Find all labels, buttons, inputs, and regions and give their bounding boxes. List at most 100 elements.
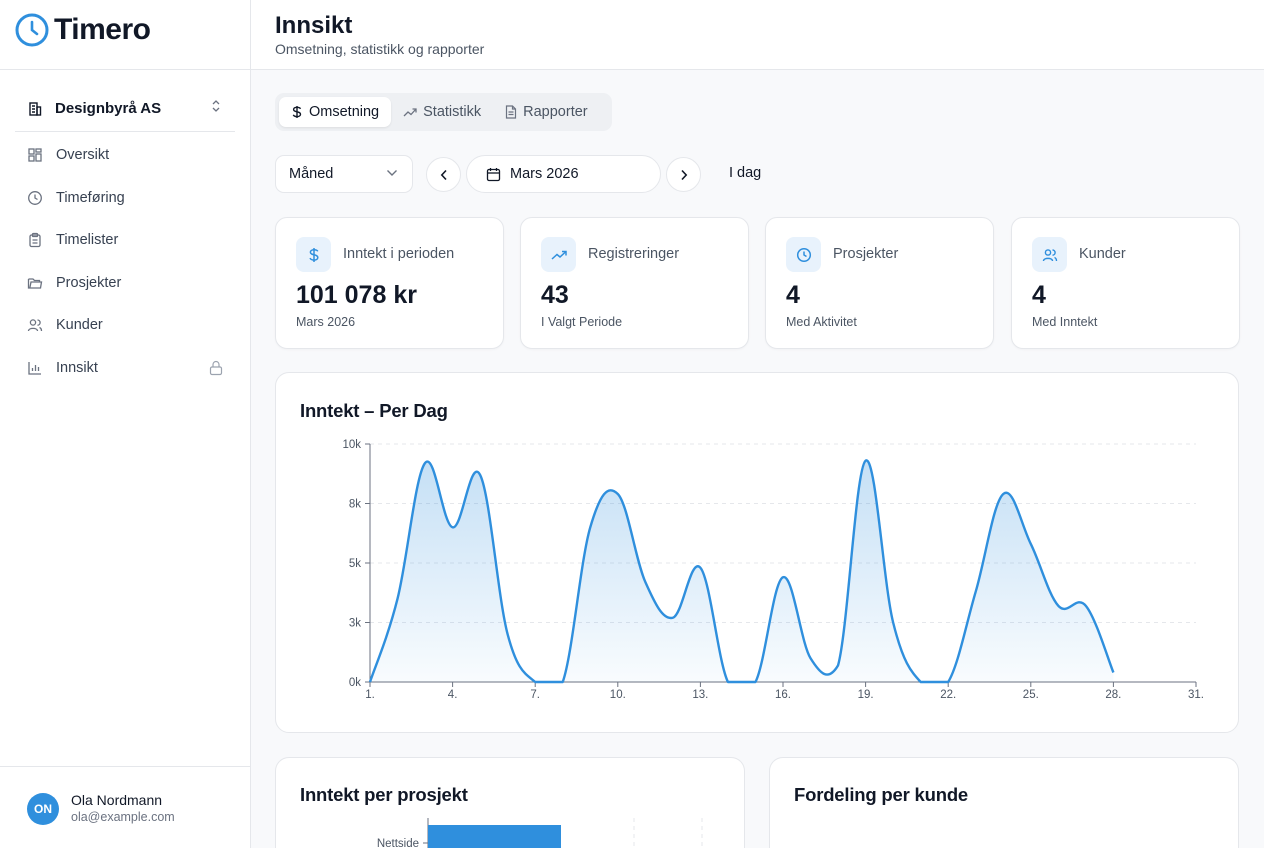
tab-rapporter[interactable]: Rapporter: [493, 97, 599, 127]
stat-label: Prosjekter: [833, 246, 899, 262]
y-tick-label: 3k: [349, 618, 361, 630]
x-tick-label: 1.: [365, 689, 375, 701]
x-tick-label: 31.: [1188, 689, 1204, 701]
series-line: [368, 459, 1115, 684]
y-tick-label: 10k: [342, 439, 361, 451]
tab-omsetning[interactable]: Omsetning: [279, 97, 392, 127]
stat-card-revenue: Inntekt i perioden 101 078 kr Mars 2026: [275, 217, 504, 349]
stat-card-registrations: Registreringer 43 I Valgt Periode: [520, 217, 749, 349]
sidebar-item-kunder[interactable]: Kunder: [15, 304, 235, 347]
x-tick-label: 7.: [530, 689, 540, 701]
app-logo[interactable]: Timero: [15, 12, 151, 48]
stat-sublabel: I Valgt Periode: [541, 315, 623, 329]
y-tick-label: 8k: [349, 499, 361, 511]
chart-title: Inntekt per prosjekt: [300, 784, 468, 805]
stat-sublabel: Med Inntekt: [1032, 315, 1098, 329]
y-tick-label: 5k: [349, 558, 361, 570]
bar: [428, 825, 561, 848]
x-tick-label: 13.: [692, 689, 708, 701]
stat-sublabel: Mars 2026: [296, 315, 356, 329]
file-text-icon: [506, 105, 517, 119]
lock-icon: [209, 360, 223, 375]
trending-up-icon: [541, 237, 576, 272]
user-profile[interactable]: ON Ola Nordmann ola@example.com: [27, 792, 175, 825]
chevrons-up-down-icon: [212, 100, 220, 112]
sidebar-item-innsikt[interactable]: Innsikt: [15, 347, 235, 390]
sidebar-item-timeforing[interactable]: Timeføring: [15, 177, 235, 220]
chevron-right-icon: [680, 169, 687, 180]
divider: [0, 766, 251, 767]
sidebar-item-prosjekter[interactable]: Prosjekter: [15, 262, 235, 305]
stat-sublabel: Med Aktivitet: [786, 315, 857, 329]
tab-label: Statistikk: [423, 104, 482, 120]
stat-label: Registreringer: [588, 246, 680, 262]
user-name: Ola Nordmann: [71, 792, 163, 808]
clipboard-icon: [29, 233, 41, 248]
tab-label: Rapporter: [523, 104, 588, 120]
stat-label: Kunder: [1079, 246, 1126, 262]
sidebar-item-label: Oversikt: [56, 147, 110, 164]
tab-statistikk[interactable]: Statistikk: [391, 97, 493, 127]
revenue-per-day-panel: Inntekt – Per Dag 0k 3k 5k 8k 10k 1. 4. 7. 10. 13…: [275, 372, 1239, 733]
sidebar-nav: Oversikt Timeføring Timelister Prosjekte…: [15, 134, 235, 389]
sidebar-item-label: Kunder: [56, 317, 103, 334]
project-bar-chart: Nettside: [377, 818, 703, 848]
x-tick-label: 25.: [1023, 689, 1039, 701]
users-icon: [27, 319, 43, 332]
sidebar-item-oversikt[interactable]: Oversikt: [15, 134, 235, 177]
page-subtitle: Omsetning, statistikk og rapporter: [275, 41, 485, 57]
revenue-line-chart: 0k 3k 5k 8k 10k 1. 4. 7. 10. 13. 16. 19. 22. 25. 28. 31…: [342, 439, 1204, 701]
tab-bar: Omsetning Statistikk Rapporter: [275, 93, 612, 131]
stat-value: 4: [1032, 281, 1046, 309]
previous-period-button[interactable]: [426, 157, 461, 192]
org-switcher[interactable]: Designbyrå AS: [15, 86, 235, 132]
sidebar-item-label: Prosjekter: [56, 274, 122, 291]
chart-title: Inntekt – Per Dag: [300, 400, 448, 421]
y-tick-label: 0k: [349, 677, 361, 689]
users-icon: [1032, 237, 1067, 272]
stat-card-customers: Kunder 4 Med Inntekt: [1011, 217, 1240, 349]
category-label: Nettside: [377, 838, 419, 848]
chevron-left-icon: [440, 169, 447, 180]
clock-icon: [786, 237, 821, 272]
page-title: Innsikt: [275, 12, 353, 39]
sidebar-item-label: Innsikt: [56, 359, 98, 376]
sidebar-item-timelister[interactable]: Timelister: [15, 219, 235, 262]
series-area: [370, 460, 1114, 682]
stat-value: 4: [786, 281, 800, 309]
period-select-value: Måned: [289, 166, 334, 182]
sidebar: Timero Designbyrå AS Oversikt Timeføring: [0, 0, 251, 848]
stat-label: Inntekt i perioden: [343, 246, 455, 262]
today-button[interactable]: I dag: [729, 165, 762, 181]
app-name: Timero: [54, 13, 151, 46]
sidebar-item-label: Timeføring: [56, 189, 125, 206]
clock-logo-icon: [15, 13, 49, 47]
x-tick-label: 16.: [775, 689, 791, 701]
folder-icon: [27, 278, 43, 289]
user-email: ola@example.com: [71, 810, 175, 824]
x-tick-label: 4.: [448, 689, 458, 701]
dollar-icon: [292, 106, 302, 118]
sidebar-item-label: Timelister: [56, 232, 119, 249]
chevron-down-icon: [387, 170, 397, 176]
x-tick-label: 22.: [940, 689, 956, 701]
revenue-per-project-panel: Inntekt per prosjekt Nettside: [275, 757, 745, 848]
avatar: ON: [27, 792, 59, 825]
calendar-icon: [486, 167, 501, 181]
period-date-picker[interactable]: Mars 2026: [466, 155, 661, 193]
x-tick-label: 19.: [858, 689, 874, 701]
x-tick-label: 28.: [1105, 689, 1121, 701]
distribution-per-customer-panel: Fordeling per kunde: [769, 757, 1239, 848]
dollar-icon: [296, 237, 331, 272]
stat-card-projects: Prosjekter 4 Med Aktivitet: [765, 217, 994, 349]
stat-value: 101 078 kr: [296, 281, 417, 309]
trending-up-icon: [403, 108, 417, 117]
stat-value: 43: [541, 281, 569, 309]
divider: [0, 69, 251, 70]
page-header: Innsikt Omsetning, statistikk og rapport…: [251, 0, 1264, 70]
period-select[interactable]: Måned: [275, 155, 413, 193]
bar-chart-icon: [28, 361, 41, 375]
grid-icon: [28, 148, 42, 162]
chart-title: Fordeling per kunde: [794, 784, 969, 805]
next-period-button[interactable]: [666, 157, 701, 192]
